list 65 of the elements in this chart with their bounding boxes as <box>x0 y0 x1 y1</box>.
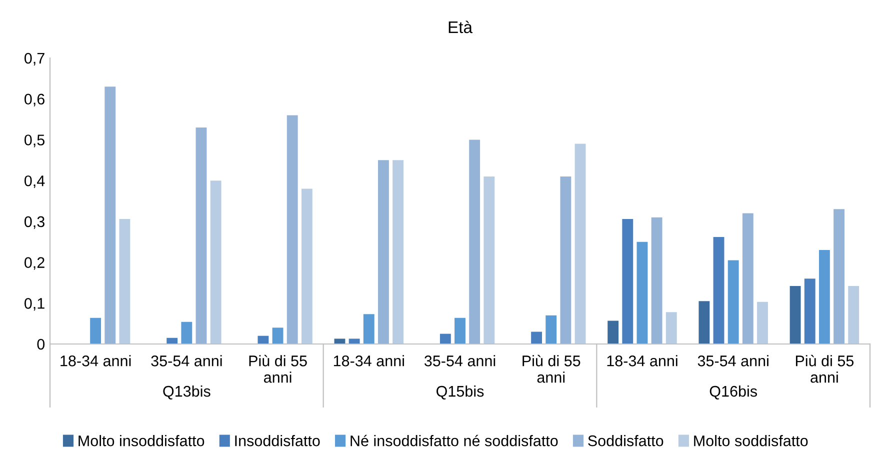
bar <box>666 312 677 344</box>
y-tick-label: 0,5 <box>24 134 44 148</box>
bar <box>698 301 710 344</box>
x-tick-label: 35-54 anni <box>698 355 768 366</box>
bar <box>334 338 346 344</box>
text: Q15bis <box>436 386 484 400</box>
bar <box>301 188 312 344</box>
legend-label: Né insoddisfatto né soddisfatto <box>350 434 558 446</box>
bar <box>742 213 754 344</box>
legend-label: Insoddisfatto <box>235 435 320 446</box>
bar <box>210 180 222 344</box>
legend-label: Soddisfatto <box>588 435 664 446</box>
bar <box>166 338 178 344</box>
x-tick-label: 18-34 anni <box>60 355 131 366</box>
y-tick-label: 0 <box>37 338 45 350</box>
y-tick-label: 0,1 <box>24 298 44 311</box>
bar <box>574 144 586 344</box>
text: Q16bis <box>710 386 757 400</box>
x-tick-label: 35-54 anni <box>424 355 496 366</box>
y-tick-label: 0,6 <box>24 94 44 106</box>
bar <box>119 218 130 344</box>
bar <box>90 318 102 344</box>
bar <box>181 322 192 344</box>
bar <box>363 314 374 344</box>
chart-title: Età <box>448 20 473 34</box>
bar <box>440 334 451 344</box>
bar <box>378 160 389 344</box>
bar <box>622 218 634 344</box>
bar <box>272 328 284 344</box>
x-tick-label: Più di 55 anni <box>796 354 854 383</box>
bar <box>818 250 830 344</box>
bar <box>392 160 404 344</box>
bar <box>104 86 116 344</box>
bar <box>848 286 860 344</box>
bar <box>286 115 298 344</box>
bar <box>454 318 466 344</box>
y-tick-label: 0,3 <box>24 216 44 229</box>
x-tick-label: 35-54 anni <box>151 355 222 366</box>
bar <box>258 336 269 344</box>
bar <box>713 236 724 344</box>
x-tick-label: Più di 55 anni <box>249 354 307 383</box>
y-tick-label: 0,2 <box>24 257 44 270</box>
bar <box>608 320 619 344</box>
bar <box>728 260 739 344</box>
bar <box>757 302 768 344</box>
bar <box>560 176 572 344</box>
text: Q13bis <box>163 386 210 400</box>
x-tick-label: 18-34 anni <box>334 355 404 366</box>
y-tick-label: 0,4 <box>24 175 45 188</box>
y-tick-label: 0,7 <box>24 52 44 66</box>
bar <box>804 278 816 344</box>
legend-label: Molto soddisfatto <box>694 435 808 446</box>
bar <box>790 286 801 344</box>
x-tick-label: Più di 55 anni <box>522 354 580 383</box>
bar <box>651 217 662 344</box>
bar <box>546 315 557 344</box>
bar <box>348 338 360 344</box>
bar <box>834 209 844 344</box>
bar <box>531 332 542 344</box>
x-tick-label: 18-34 anni <box>607 355 678 366</box>
bar <box>484 176 495 344</box>
bar <box>196 127 207 344</box>
bar <box>636 242 648 344</box>
bar <box>469 140 480 344</box>
legend-label: Molto insoddisfatto <box>78 435 204 446</box>
